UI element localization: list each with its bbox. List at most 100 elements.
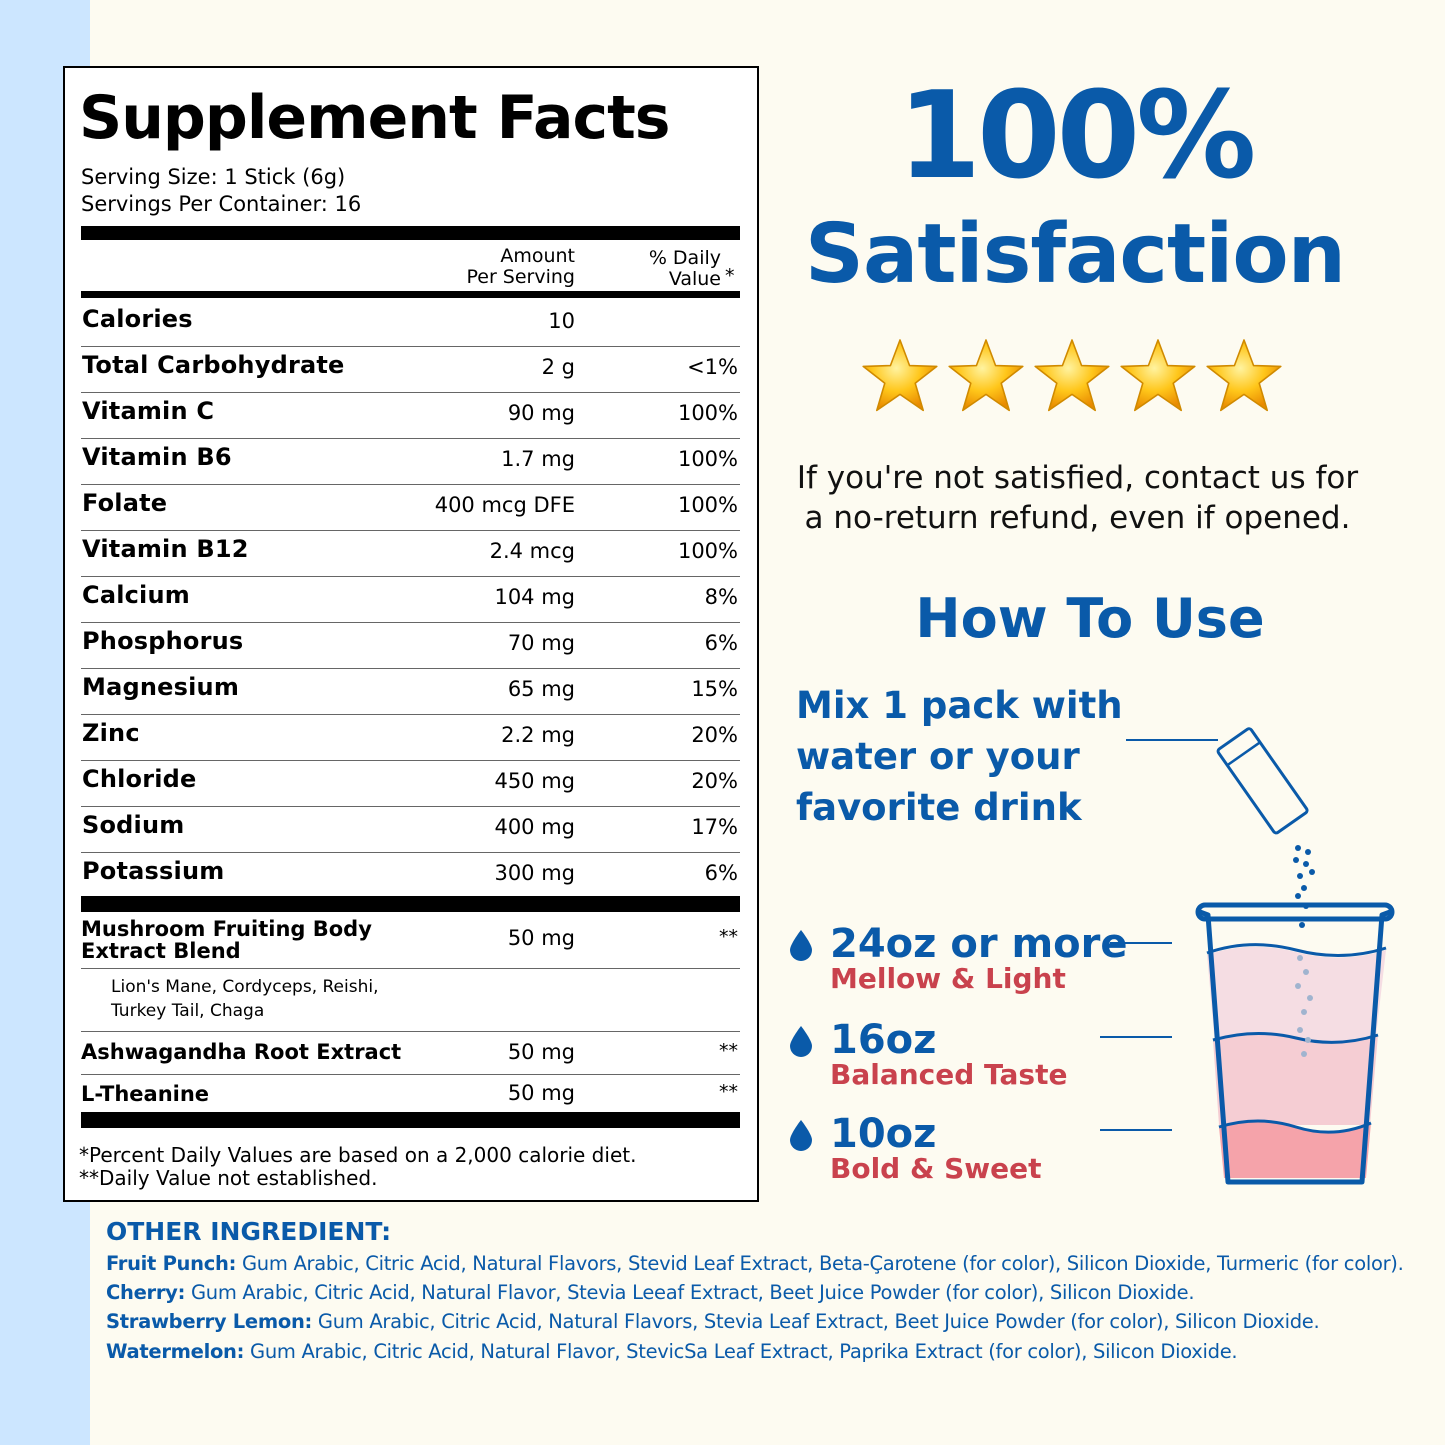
ingredient-text: Gum Arabic, Citric Acid, Natural Flavors… [312, 1310, 1320, 1333]
blend-dv: ** [719, 1081, 738, 1103]
blend-amount: 50 mg [507, 1040, 575, 1064]
nutrient-row: Potassium 300 mg 6% [81, 853, 740, 899]
how-to-use-title: How To Use [915, 587, 1265, 650]
level-taste: Mellow & Light [830, 962, 1066, 995]
nutrient-amount: 104 mg [494, 585, 575, 609]
glass-illustration [1100, 727, 1395, 1185]
serving-size: Serving Size: 1 Stick (6g) [81, 165, 346, 189]
nutrient-amount: 65 mg [507, 677, 575, 701]
star-icon [1206, 339, 1282, 412]
row-divider [81, 968, 740, 969]
blend-row-mushroom: Mushroom Fruiting Body Extract Blend 50 m… [81, 916, 740, 968]
nutrient-name: Vitamin B12 [82, 535, 249, 563]
nutrient-amount: 70 mg [507, 631, 575, 655]
thick-divider [81, 1112, 740, 1128]
nutrient-name: Potassium [82, 857, 225, 885]
nutrient-daily-value: 15% [691, 677, 738, 701]
ingredient-line: Fruit Punch: Gum Arabic, Citric Acid, Na… [106, 1250, 1404, 1278]
level-amount: 16oz [830, 1017, 937, 1063]
satisfaction-label: Satisfaction [804, 207, 1346, 302]
flavor-name: Cherry: [106, 1281, 186, 1304]
nutrient-daily-value: <1% [687, 355, 738, 379]
footnote-not-established: **Daily Value not established. [79, 1166, 378, 1190]
glass-icon [1195, 902, 1395, 1185]
blend-amount: 50 mg [507, 926, 575, 950]
header-dv-star: * [725, 265, 735, 287]
water-drop-icon [790, 1026, 812, 1057]
nutrient-daily-value: 6% [704, 631, 738, 655]
nutrient-amount: 400 mg [494, 815, 575, 839]
header-daily-value: % Daily Value [648, 247, 721, 290]
ingredient-line: Cherry: Gum Arabic, Citric Acid, Natural… [106, 1279, 1195, 1307]
nutrient-daily-value: 100% [677, 447, 738, 471]
nutrient-name: Chloride [82, 765, 197, 793]
nutrient-name: Vitamin C [82, 397, 215, 425]
nutrient-row: Folate 400 mcg DFE 100% [81, 485, 740, 531]
nutrient-name: Magnesium [82, 673, 240, 701]
satisfaction-percent: 100% [897, 67, 1257, 206]
nutrient-row: Chloride 450 mg 20% [81, 761, 740, 807]
nutrient-daily-value: 20% [691, 769, 738, 793]
level-taste: Balanced Taste [830, 1058, 1068, 1091]
nutrient-name: Phosphorus [82, 627, 244, 655]
water-drop-icon [790, 930, 812, 961]
refund-text: If you're not satisfied, contact us for … [796, 460, 1359, 536]
nutrient-daily-value: 100% [677, 493, 738, 517]
supplement-facts-panel: Supplement Facts Serving Size: 1 Stick (… [63, 66, 759, 1202]
blend-dv: ** [719, 1040, 738, 1062]
nutrient-amount: 2.4 mcg [489, 539, 575, 563]
facts-title: Supplement Facts [79, 83, 671, 153]
other-ingredient-title: OTHER INGREDIENT: [106, 1217, 392, 1246]
row-divider [81, 1074, 740, 1075]
nutrient-name: Calcium [82, 581, 190, 609]
nutrient-row: Magnesium 65 mg 15% [81, 669, 740, 715]
nutrient-amount: 1.7 mg [501, 447, 575, 471]
nutrient-name: Vitamin B6 [82, 443, 232, 471]
blend-ingredients-line-1: Lion's Mane, Cordyceps, Reishi, [111, 977, 379, 997]
nutrient-name: Folate [82, 489, 168, 517]
thick-divider [81, 896, 740, 912]
level-taste: Bold & Sweet [830, 1152, 1042, 1185]
stick-pack-icon [1216, 727, 1309, 835]
nutrient-name: Sodium [82, 811, 185, 839]
star-icon [948, 339, 1024, 412]
nutrient-amount: 2.2 mg [501, 723, 575, 747]
flavor-name: Watermelon: [106, 1340, 245, 1363]
row-divider [81, 1031, 740, 1032]
level-amount: 24oz or more [830, 921, 1128, 967]
water-drop-icon [790, 1120, 812, 1151]
thick-divider [81, 226, 740, 240]
footnote-daily-values: *Percent Daily Values are based on a 2,0… [79, 1143, 637, 1167]
nutrient-amount: 300 mg [494, 861, 575, 885]
nutrient-row: Calories 10 [81, 301, 740, 347]
star-icon [1034, 339, 1110, 412]
dissolving-dots [1295, 955, 1313, 1057]
nutrient-name: Calories [82, 305, 193, 333]
ingredient-line: Strawberry Lemon: Gum Arabic, Citric Aci… [106, 1308, 1320, 1336]
star-icon [862, 339, 938, 412]
nutrient-row: Total Carbohydrate 2 g <1% [81, 347, 740, 393]
powder-dots [1293, 845, 1315, 928]
blend-name: Mushroom Fruiting Body Extract Blend [81, 917, 372, 963]
ingredient-text: Gum Arabic, Citric Acid, Natural Flavors… [236, 1252, 1404, 1275]
nutrient-daily-value: 17% [691, 815, 738, 839]
nutrient-row: Calcium 104 mg 8% [81, 577, 740, 623]
nutrient-row: Zinc 2.2 mg 20% [81, 715, 740, 761]
nutrient-amount: 450 mg [494, 769, 575, 793]
nutrient-name: Total Carbohydrate [82, 351, 345, 379]
nutrient-daily-value: 100% [677, 539, 738, 563]
header-amount: Amount Per Serving [466, 245, 575, 288]
blend-name: Ashwagandha Root Extract [81, 1040, 402, 1064]
nutrient-row: Phosphorus 70 mg 6% [81, 623, 740, 669]
ingredient-line: Watermelon: Gum Arabic, Citric Acid, Nat… [106, 1338, 1238, 1366]
ingredient-text: Gum Arabic, Citric Acid, Natural Flavor,… [185, 1281, 1195, 1304]
flavor-name: Strawberry Lemon: [106, 1310, 313, 1333]
servings-per-container: Servings Per Container: 16 [81, 192, 362, 216]
flavor-name: Fruit Punch: [106, 1252, 237, 1275]
nutrient-row: Vitamin C 90 mg 100% [81, 393, 740, 439]
nutrient-name: Zinc [82, 719, 140, 747]
nutrient-amount: 2 g [541, 355, 575, 379]
star-icon [1120, 339, 1196, 412]
blend-name: L-Theanine [81, 1082, 210, 1106]
nutrient-row: Vitamin B12 2.4 mcg 100% [81, 531, 740, 577]
